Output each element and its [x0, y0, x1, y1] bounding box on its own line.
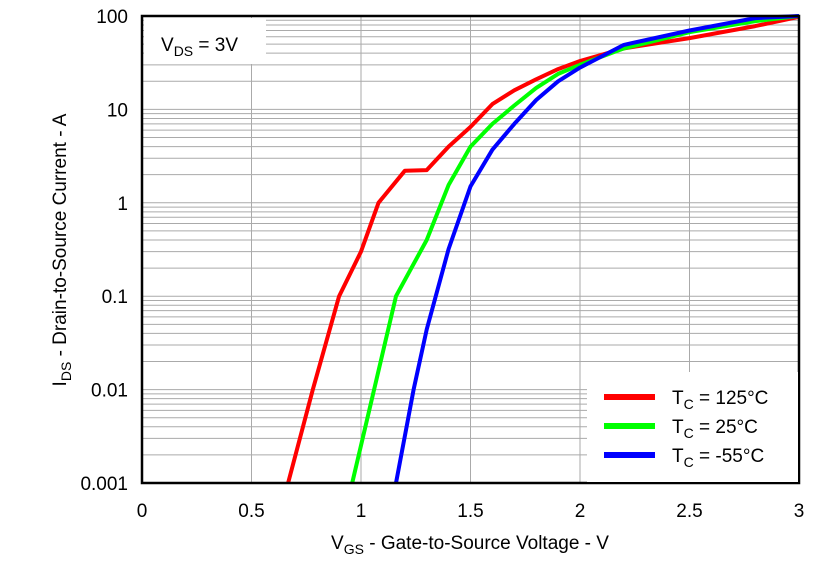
legend-label: TC = -55°C [672, 446, 764, 470]
x-tick-label: 1.5 [457, 501, 483, 522]
series-lines [286, 14, 800, 484]
legend-label: TC = 125°C [672, 388, 768, 412]
x-tick-label: 0.5 [238, 501, 264, 522]
series-line-1 [350, 14, 800, 484]
x-tick-label: 0 [137, 501, 148, 522]
legend: TC = 125°C TC = 25°C TC = -55°C [587, 372, 798, 482]
y-tick-labels: 0.001 0.01 0.1 1 10 100 [80, 7, 128, 495]
plot-frame [140, 14, 801, 485]
y-tick-label: 0.01 [91, 381, 128, 402]
x-tick-labels: 0 0.5 1 1.5 2 2.5 3 [137, 501, 805, 522]
x-axis-label: VGS - Gate-to-Source Voltage - V [331, 533, 609, 557]
y-tick-label: 1 [117, 194, 128, 215]
x-tick-label: 2.5 [676, 501, 702, 522]
y-tick-label: 10 [107, 100, 128, 121]
y-axis-label: IDS - Drain-to-Source Current - A [50, 113, 74, 386]
legend-label: TC = 25°C [672, 417, 758, 441]
annotation-box [144, 18, 266, 64]
y-tick-label: 0.1 [102, 287, 128, 308]
y-tick-label: 100 [96, 7, 128, 28]
x-tick-label: 3 [794, 501, 805, 522]
y-tick-label: 0.001 [80, 474, 128, 495]
x-tick-label: 1 [356, 501, 367, 522]
x-tick-label: 2 [575, 501, 586, 522]
series-line-2 [394, 14, 800, 484]
annotation: VDS = 3V [161, 35, 238, 59]
